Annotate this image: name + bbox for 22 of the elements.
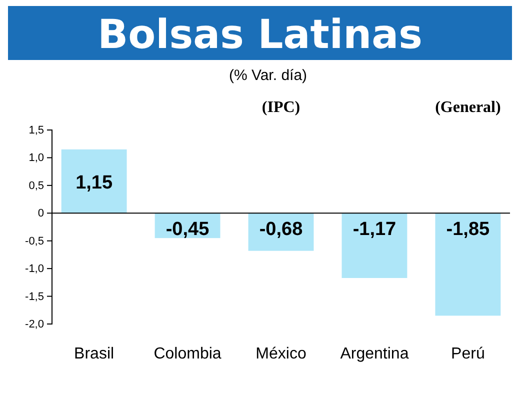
- x-tick-label: Perú: [451, 345, 485, 362]
- y-tick-label: 0,5: [28, 180, 44, 192]
- x-tick-label: Colombia: [154, 345, 222, 362]
- data-label: -0,45: [166, 219, 210, 240]
- y-tick-label: -2,0: [25, 318, 44, 331]
- data-label: -1,17: [352, 219, 396, 240]
- y-tick-label: 0: [38, 208, 44, 220]
- data-label: 1,15: [76, 172, 113, 194]
- x-tick-label: México: [256, 345, 306, 362]
- y-tick-label: -1,0: [25, 263, 44, 276]
- text: (General): [435, 99, 501, 116]
- chart-subtitle: (% Var. día): [228, 67, 308, 84]
- y-tick-label: 1,0: [28, 152, 44, 164]
- y-tick-label: -0,5: [25, 235, 44, 248]
- data-label: -0,68: [259, 219, 303, 240]
- chart-title: Bolsas Latinas: [98, 12, 422, 58]
- x-tick-label: Brasil: [74, 345, 114, 362]
- data-label: -1,85: [446, 219, 490, 240]
- text: (IPC): [262, 99, 300, 116]
- y-tick-label: -1,5: [25, 290, 44, 303]
- x-tick-label: Argentina: [340, 345, 409, 362]
- y-tick-label: 1,5: [28, 124, 44, 137]
